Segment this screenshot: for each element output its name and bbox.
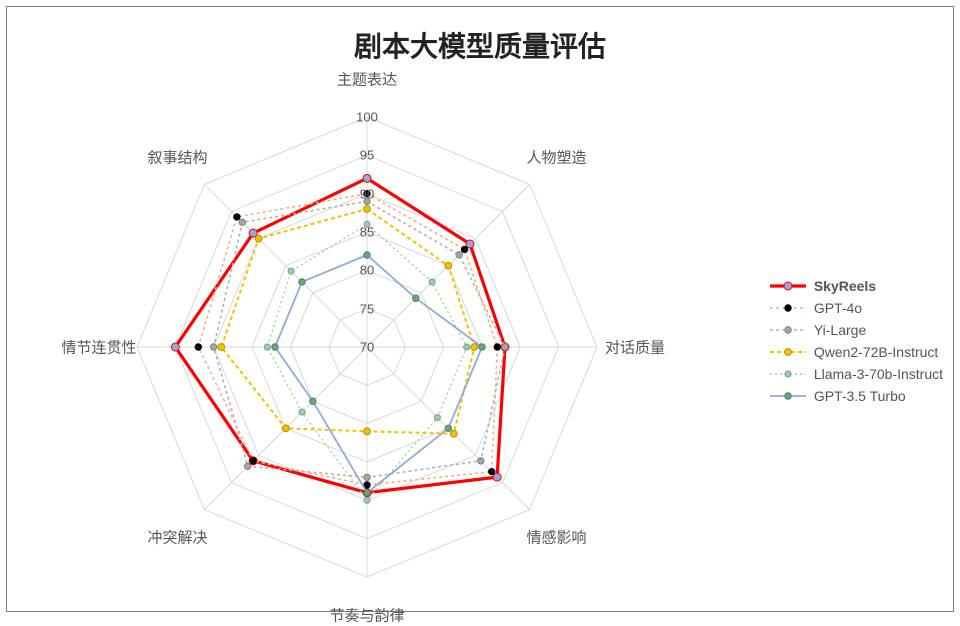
legend-item: Qwen2-72B-Instruct <box>770 341 943 363</box>
legend-item: GPT-3.5 Turbo <box>770 385 943 407</box>
axis-label: 叙事结构 <box>147 147 207 168</box>
tick-label: 75 <box>360 301 374 316</box>
axis-label: 主题表达 <box>337 69 397 90</box>
legend-item: Llama-3-70b-Instruct <box>770 363 943 385</box>
legend-swatch <box>770 323 806 337</box>
legend-swatch <box>770 301 806 315</box>
legend-label: GPT-3.5 Turbo <box>814 388 906 404</box>
legend-label: Llama-3-70b-Instruct <box>814 366 943 382</box>
tick-label: 85 <box>360 225 374 240</box>
axis-label: 节奏与韵律 <box>329 605 404 626</box>
axis-label: 情感影响 <box>526 526 586 547</box>
legend: SkyReels GPT-4o Yi-Large Qwen2-72B-Instruct… <box>770 275 943 407</box>
axis-label: 冲突解决 <box>147 526 207 547</box>
axis-label: 人物塑造 <box>526 147 586 168</box>
legend-item: SkyReels <box>770 275 943 297</box>
tick-label: 70 <box>360 340 374 355</box>
legend-item: GPT-4o <box>770 297 943 319</box>
legend-label: Qwen2-72B-Instruct <box>814 344 939 360</box>
legend-swatch <box>770 367 806 381</box>
legend-swatch <box>770 279 806 293</box>
tick-label: 100 <box>356 110 378 125</box>
axis-label: 情节连贯性 <box>61 337 136 358</box>
legend-label: Yi-Large <box>814 322 866 338</box>
chart-frame: 剧本大模型质量评估 SkyReelsGPT-4oYi-LargeQwen2-72… <box>6 6 954 612</box>
tick-label: 90 <box>360 186 374 201</box>
legend-label: SkyReels <box>814 278 876 294</box>
tick-label: 95 <box>360 148 374 163</box>
tick-label: 80 <box>360 263 374 278</box>
legend-label: GPT-4o <box>814 300 862 316</box>
legend-item: Yi-Large <box>770 319 943 341</box>
legend-swatch <box>770 345 806 359</box>
axis-label: 对话质量 <box>605 337 665 358</box>
legend-swatch <box>770 389 806 403</box>
